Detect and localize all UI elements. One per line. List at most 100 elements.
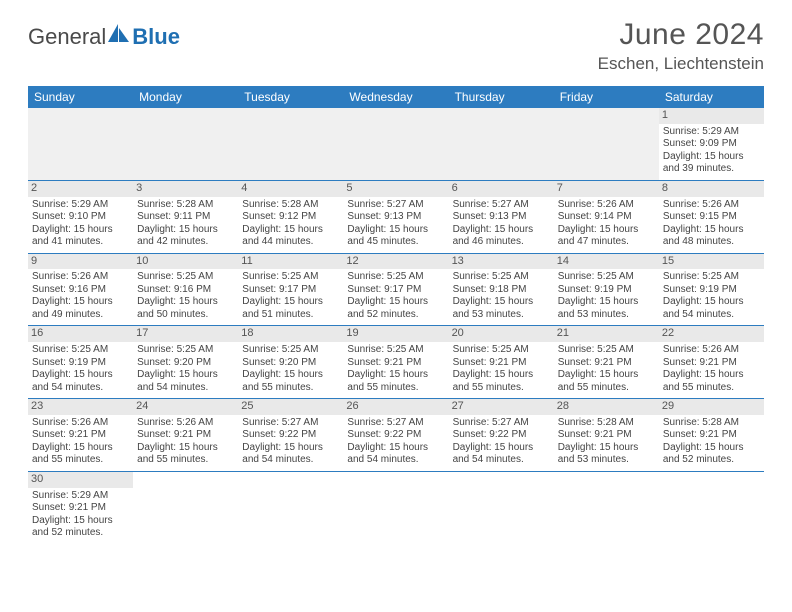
daylight-line-2: and 42 minutes. [137,236,234,249]
daylight-line-1: Daylight: 15 hours [453,442,550,455]
day-blank [449,108,554,180]
day-cell: 13Sunrise: 5:25 AMSunset: 9:18 PMDayligh… [449,254,554,326]
week-row: 1Sunrise: 5:29 AMSunset: 9:09 PMDaylight… [28,108,764,181]
daylight-line-2: and 46 minutes. [453,236,550,249]
sunrise-line: Sunrise: 5:26 AM [558,199,655,212]
sunrise-line: Sunrise: 5:26 AM [32,271,129,284]
daylight-line-1: Daylight: 15 hours [137,442,234,455]
day-cell: 7Sunrise: 5:26 AMSunset: 9:14 PMDaylight… [554,181,659,253]
day-number: 15 [659,254,764,270]
sunrise-line: Sunrise: 5:28 AM [242,199,339,212]
day-cell: 8Sunrise: 5:26 AMSunset: 9:15 PMDaylight… [659,181,764,253]
daylight-line-1: Daylight: 15 hours [558,442,655,455]
sunrise-line: Sunrise: 5:25 AM [453,344,550,357]
dow-cell: Friday [554,86,659,108]
sunrise-line: Sunrise: 5:25 AM [137,344,234,357]
day-cell: 5Sunrise: 5:27 AMSunset: 9:13 PMDaylight… [343,181,448,253]
week-row: 23Sunrise: 5:26 AMSunset: 9:21 PMDayligh… [28,399,764,472]
day-blank [133,472,238,544]
daylight-line-1: Daylight: 15 hours [558,296,655,309]
day-cell: 25Sunrise: 5:27 AMSunset: 9:22 PMDayligh… [238,399,343,471]
day-number: 12 [343,254,448,270]
daylight-line-1: Daylight: 15 hours [347,369,444,382]
logo-text-general: General [28,24,106,50]
daylight-line-1: Daylight: 15 hours [242,296,339,309]
daylight-line-2: and 55 minutes. [347,382,444,395]
sunrise-line: Sunrise: 5:26 AM [663,344,760,357]
sunset-line: Sunset: 9:22 PM [242,429,339,442]
sunrise-line: Sunrise: 5:27 AM [347,199,444,212]
day-number: 13 [449,254,554,270]
sunset-line: Sunset: 9:21 PM [453,357,550,370]
daylight-line-1: Daylight: 15 hours [558,224,655,237]
sunset-line: Sunset: 9:19 PM [558,284,655,297]
daylight-line-1: Daylight: 15 hours [242,224,339,237]
day-cell: 4Sunrise: 5:28 AMSunset: 9:12 PMDaylight… [238,181,343,253]
daylight-line-1: Daylight: 15 hours [453,369,550,382]
sunset-line: Sunset: 9:12 PM [242,211,339,224]
sunset-line: Sunset: 9:10 PM [32,211,129,224]
sunrise-line: Sunrise: 5:25 AM [242,271,339,284]
calendar: SundayMondayTuesdayWednesdayThursdayFrid… [28,86,764,544]
week-row: 9Sunrise: 5:26 AMSunset: 9:16 PMDaylight… [28,254,764,327]
day-cell: 15Sunrise: 5:25 AMSunset: 9:19 PMDayligh… [659,254,764,326]
sunrise-line: Sunrise: 5:28 AM [558,417,655,430]
day-cell: 19Sunrise: 5:25 AMSunset: 9:21 PMDayligh… [343,326,448,398]
day-cell: 6Sunrise: 5:27 AMSunset: 9:13 PMDaylight… [449,181,554,253]
daylight-line-1: Daylight: 15 hours [32,369,129,382]
daylight-line-2: and 55 minutes. [663,382,760,395]
day-blank [554,108,659,180]
daylight-line-1: Daylight: 15 hours [32,296,129,309]
day-number: 25 [238,399,343,415]
daylight-line-2: and 52 minutes. [32,527,129,540]
daylight-line-2: and 55 minutes. [558,382,655,395]
daylight-line-1: Daylight: 15 hours [347,224,444,237]
day-cell: 28Sunrise: 5:28 AMSunset: 9:21 PMDayligh… [554,399,659,471]
day-number: 24 [133,399,238,415]
sunset-line: Sunset: 9:19 PM [32,357,129,370]
daylight-line-2: and 54 minutes. [242,454,339,467]
sunset-line: Sunset: 9:13 PM [453,211,550,224]
sunset-line: Sunset: 9:20 PM [242,357,339,370]
day-cell: 30Sunrise: 5:29 AMSunset: 9:21 PMDayligh… [28,472,133,544]
day-cell: 16Sunrise: 5:25 AMSunset: 9:19 PMDayligh… [28,326,133,398]
daylight-line-2: and 54 minutes. [663,309,760,322]
header: General Blue June 2024 Eschen, Liechtens… [28,18,764,74]
sunset-line: Sunset: 9:11 PM [137,211,234,224]
daylight-line-2: and 52 minutes. [663,454,760,467]
logo: General Blue [28,18,180,50]
sunset-line: Sunset: 9:21 PM [347,357,444,370]
daylight-line-1: Daylight: 15 hours [137,296,234,309]
dow-cell: Sunday [28,86,133,108]
daylight-line-1: Daylight: 15 hours [242,369,339,382]
daylight-line-1: Daylight: 15 hours [558,369,655,382]
sunrise-line: Sunrise: 5:25 AM [137,271,234,284]
day-blank [449,472,554,544]
daylight-line-2: and 49 minutes. [32,309,129,322]
sunset-line: Sunset: 9:21 PM [663,429,760,442]
day-number: 11 [238,254,343,270]
day-number: 17 [133,326,238,342]
daylight-line-1: Daylight: 15 hours [453,296,550,309]
day-number: 22 [659,326,764,342]
daylight-line-2: and 54 minutes. [137,382,234,395]
day-blank [238,472,343,544]
sunset-line: Sunset: 9:21 PM [663,357,760,370]
sunset-line: Sunset: 9:21 PM [558,429,655,442]
daylight-line-1: Daylight: 15 hours [663,151,760,164]
day-number: 19 [343,326,448,342]
daylight-line-2: and 55 minutes. [137,454,234,467]
sunrise-line: Sunrise: 5:29 AM [32,199,129,212]
daylight-line-1: Daylight: 15 hours [347,442,444,455]
day-number: 27 [449,399,554,415]
sunset-line: Sunset: 9:14 PM [558,211,655,224]
daylight-line-2: and 44 minutes. [242,236,339,249]
day-number: 23 [28,399,133,415]
day-cell: 9Sunrise: 5:26 AMSunset: 9:16 PMDaylight… [28,254,133,326]
location: Eschen, Liechtenstein [598,54,764,74]
day-number: 16 [28,326,133,342]
day-blank [28,108,133,180]
day-number: 3 [133,181,238,197]
daylight-line-2: and 50 minutes. [137,309,234,322]
sunrise-line: Sunrise: 5:26 AM [663,199,760,212]
